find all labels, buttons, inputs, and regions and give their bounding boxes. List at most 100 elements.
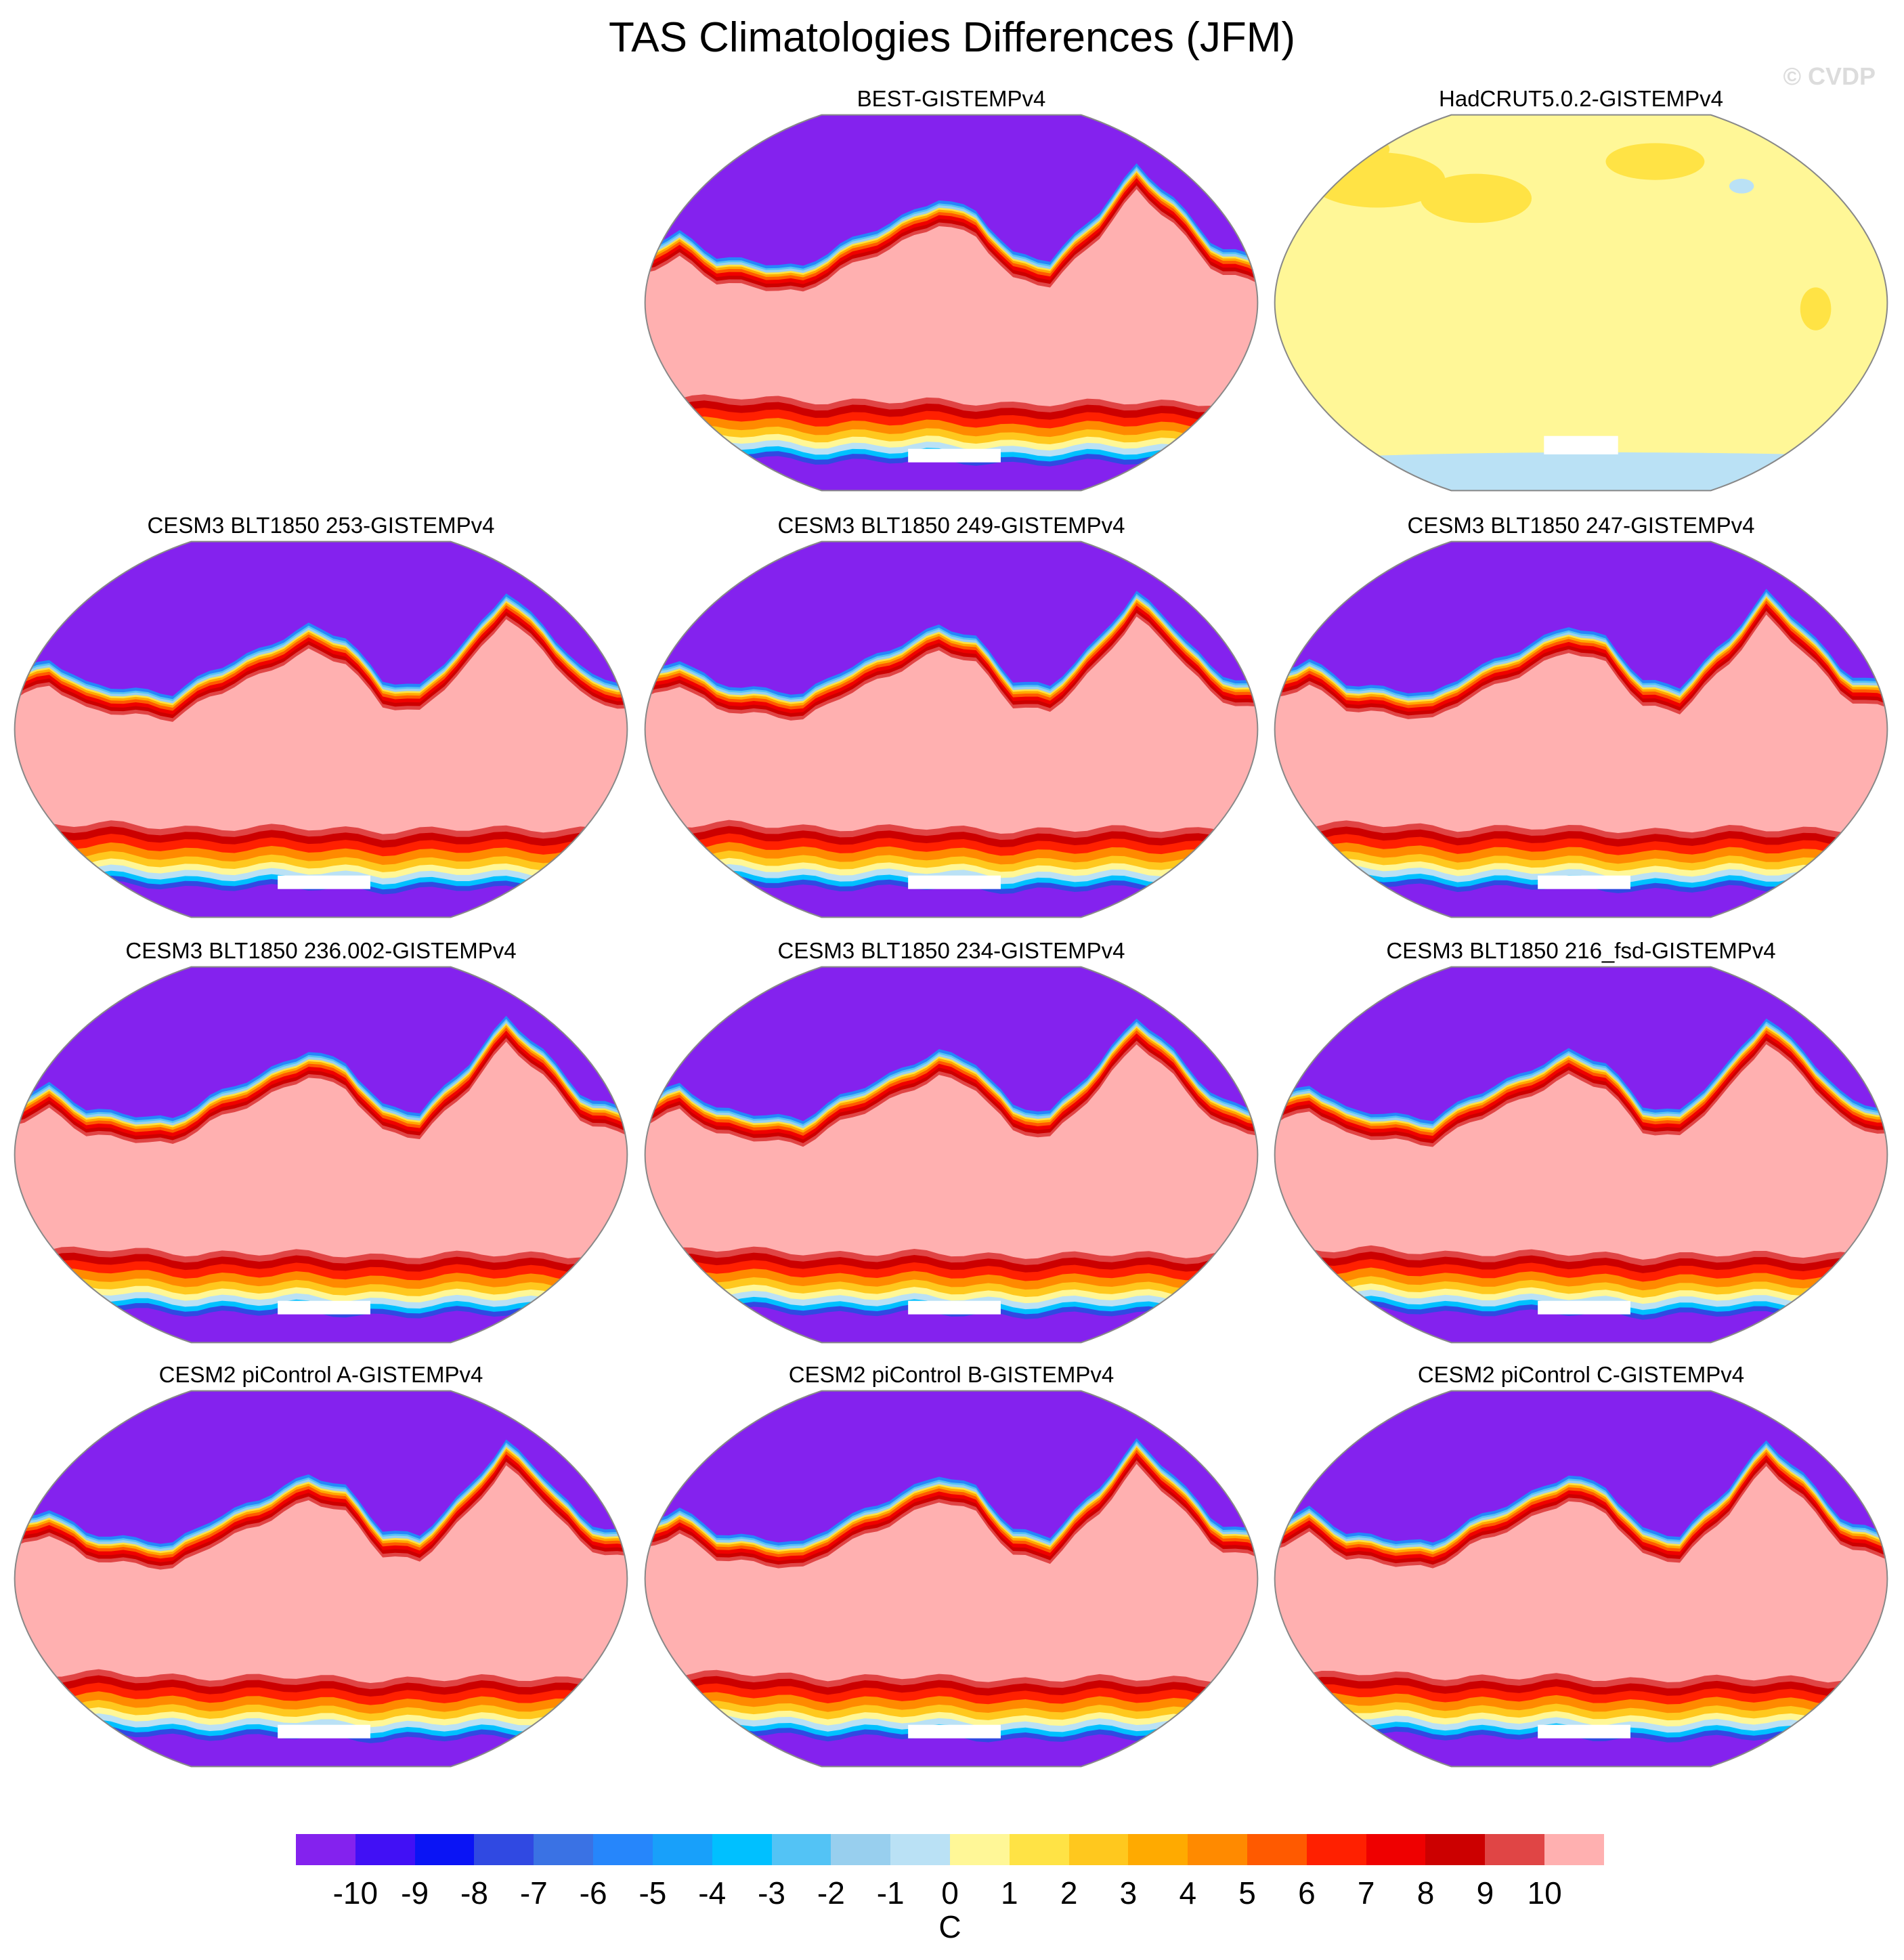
colorbar-tick-label: -4 bbox=[698, 1875, 727, 1911]
antarctic-cool-band bbox=[1274, 452, 1888, 491]
map-outline bbox=[15, 967, 628, 1343]
colorbar-swatch bbox=[1188, 1834, 1247, 1865]
north-contour-band bbox=[14, 541, 628, 696]
colorbar-tick-label: -1 bbox=[876, 1875, 905, 1911]
colorbar-swatch bbox=[771, 1834, 831, 1865]
panel-title: CESM3 BLT1850 247-GISTEMPv4 bbox=[1407, 513, 1755, 538]
map-outline bbox=[1275, 542, 1888, 918]
map-outline bbox=[645, 1391, 1258, 1767]
map-panel: CESM2 piControl C-GISTEMPv4 bbox=[1272, 1361, 1890, 1781]
colorbar-tick-label: 9 bbox=[1476, 1875, 1494, 1911]
map-panel: CESM3 BLT1850 249-GISTEMPv4 bbox=[643, 512, 1260, 932]
colorbar-tick-label: -8 bbox=[460, 1875, 488, 1911]
panel-title: CESM3 BLT1850 216_fsd-GISTEMPv4 bbox=[1386, 938, 1776, 963]
missing-data-patch bbox=[278, 1300, 370, 1315]
missing-data-patch bbox=[278, 875, 370, 889]
colorbar-swatch bbox=[296, 1834, 355, 1865]
colorbar-tick-label: 1 bbox=[1001, 1875, 1018, 1911]
north-contour-band bbox=[14, 966, 628, 1118]
colorbar-swatch bbox=[1544, 1834, 1604, 1865]
missing-data-patch bbox=[1538, 1300, 1630, 1315]
north-contour-band bbox=[645, 966, 1258, 1122]
map-panel: HadCRUT5.0.2-GISTEMPv4 bbox=[1272, 85, 1890, 505]
map-field bbox=[643, 539, 1260, 920]
colorbar-tick-label: -6 bbox=[579, 1875, 607, 1911]
colorbar-tick-label: -5 bbox=[639, 1875, 667, 1911]
missing-data-patch bbox=[908, 1300, 1001, 1315]
map-field bbox=[1272, 964, 1890, 1345]
map-field bbox=[12, 1388, 630, 1769]
colorbar-tick-label: 2 bbox=[1060, 1875, 1078, 1911]
colorbar-tick-label: 6 bbox=[1298, 1875, 1316, 1911]
map-field bbox=[12, 539, 630, 920]
colorbar-tick-label: -3 bbox=[758, 1875, 785, 1911]
colorbar-swatch bbox=[1247, 1834, 1307, 1865]
north-contour-band bbox=[1274, 1390, 1888, 1543]
colorbar-tick-label: -10 bbox=[332, 1875, 378, 1911]
colorbar-swatch bbox=[890, 1834, 950, 1865]
colorbar-tick-label: -2 bbox=[817, 1875, 845, 1911]
missing-data-patch bbox=[1538, 1724, 1630, 1739]
panel-title: CESM3 BLT1850 236.002-GISTEMPv4 bbox=[125, 938, 517, 963]
colorbar bbox=[296, 1834, 1604, 1865]
map-outline bbox=[645, 967, 1258, 1343]
colorbar-swatch bbox=[414, 1834, 475, 1865]
missing-data-patch bbox=[908, 1724, 1001, 1739]
map-outline bbox=[1275, 115, 1888, 491]
colorbar-swatch bbox=[1425, 1834, 1486, 1865]
colorbar-tick-label: 10 bbox=[1527, 1875, 1562, 1911]
map-outline bbox=[15, 1391, 628, 1767]
colorbar-swatch bbox=[712, 1834, 772, 1865]
colorbar-tick-label: 0 bbox=[941, 1875, 959, 1911]
map-outline bbox=[1275, 967, 1888, 1343]
north-contour-band bbox=[1274, 541, 1888, 694]
colorbar-swatch bbox=[474, 1834, 534, 1865]
missing-data-patch bbox=[908, 875, 1001, 889]
missing-data-patch bbox=[1538, 875, 1630, 889]
map-outline bbox=[645, 542, 1258, 918]
colorbar-tick-label: 5 bbox=[1238, 1875, 1256, 1911]
north-contour-band bbox=[1274, 966, 1888, 1122]
cool-anomaly-patch bbox=[1729, 178, 1754, 194]
missing-data-patch bbox=[1544, 435, 1618, 454]
panel-title: CESM3 BLT1850 253-GISTEMPv4 bbox=[147, 513, 495, 538]
map-outline bbox=[1275, 1391, 1888, 1767]
map-field bbox=[643, 1388, 1260, 1769]
map-field bbox=[643, 964, 1260, 1345]
colorbar-tick-label: 3 bbox=[1119, 1875, 1138, 1911]
colorbar-swatch bbox=[593, 1834, 653, 1865]
colorbar-tick-label: -7 bbox=[519, 1875, 548, 1911]
map-panel: BEST-GISTEMPv4 bbox=[643, 85, 1260, 505]
missing-data-patch bbox=[278, 1724, 370, 1739]
map-panel: CESM3 BLT1850 253-GISTEMPv4 bbox=[12, 512, 630, 932]
colorbar-swatch bbox=[1366, 1834, 1426, 1865]
colorbar-swatch bbox=[1485, 1834, 1545, 1865]
map-outline bbox=[645, 115, 1258, 491]
map-panel: CESM2 piControl A-GISTEMPv4 bbox=[12, 1361, 630, 1781]
colorbar-swatch bbox=[949, 1834, 1010, 1865]
cvdp-watermark: © CVDP bbox=[1783, 62, 1876, 90]
panel-title: CESM2 piControl B-GISTEMPv4 bbox=[788, 1362, 1115, 1387]
map-outline bbox=[15, 542, 628, 918]
colorbar-swatch bbox=[1009, 1834, 1069, 1865]
colorbar-tick-label: -9 bbox=[401, 1875, 429, 1911]
colorbar-tick-label: 4 bbox=[1179, 1875, 1197, 1911]
warm-anomaly-patch bbox=[1605, 143, 1705, 180]
north-contour-band bbox=[645, 1390, 1258, 1543]
panel-title: HadCRUT5.0.2-GISTEMPv4 bbox=[1439, 86, 1723, 111]
map-field bbox=[1272, 539, 1890, 920]
map-field bbox=[12, 964, 630, 1345]
north-contour-band bbox=[645, 541, 1258, 695]
map-field bbox=[643, 112, 1260, 493]
panel-title: CESM2 piControl A-GISTEMPv4 bbox=[158, 1362, 483, 1387]
colorbar-swatch bbox=[1068, 1834, 1129, 1865]
missing-data-patch bbox=[908, 448, 1001, 463]
colorbar-swatch bbox=[355, 1834, 415, 1865]
warm-anomaly-patch bbox=[1800, 287, 1832, 331]
panel-title: BEST-GISTEMPv4 bbox=[857, 86, 1046, 111]
warm-anomaly-patch bbox=[1420, 173, 1532, 223]
panel-title: CESM2 piControl C-GISTEMPv4 bbox=[1417, 1362, 1745, 1387]
map-panel: CESM3 BLT1850 247-GISTEMPv4 bbox=[1272, 512, 1890, 932]
colorbar-swatch bbox=[1128, 1834, 1188, 1865]
figure-title: TAS Climatologies Differences (JFM) bbox=[608, 14, 1296, 61]
